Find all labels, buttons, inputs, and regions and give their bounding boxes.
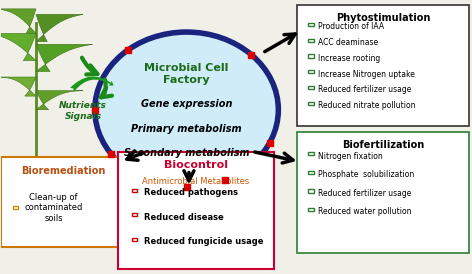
FancyBboxPatch shape xyxy=(308,86,314,89)
Ellipse shape xyxy=(95,32,278,187)
Text: Bioremediation: Bioremediation xyxy=(21,165,105,176)
Text: Biofertilization: Biofertilization xyxy=(342,140,424,150)
FancyBboxPatch shape xyxy=(132,238,137,241)
Text: Phytostimulation: Phytostimulation xyxy=(336,13,430,23)
FancyBboxPatch shape xyxy=(308,70,314,73)
Text: Reduced water pollution: Reduced water pollution xyxy=(318,207,412,216)
Text: Reduced nitrate pollution: Reduced nitrate pollution xyxy=(318,101,416,110)
Text: Reduced fertilizer usage: Reduced fertilizer usage xyxy=(318,85,412,94)
Polygon shape xyxy=(0,9,36,33)
FancyBboxPatch shape xyxy=(308,55,314,58)
Text: Nutrients
Signals: Nutrients Signals xyxy=(59,101,107,121)
FancyBboxPatch shape xyxy=(308,208,314,211)
Text: Secondary metabolism: Secondary metabolism xyxy=(124,148,249,158)
Text: Phosphate  solubilization: Phosphate solubilization xyxy=(318,170,414,179)
FancyBboxPatch shape xyxy=(118,152,274,269)
FancyBboxPatch shape xyxy=(297,132,469,253)
FancyBboxPatch shape xyxy=(308,102,314,105)
Polygon shape xyxy=(0,77,36,96)
Text: Reduced disease: Reduced disease xyxy=(144,213,224,222)
FancyBboxPatch shape xyxy=(0,158,126,247)
Text: Reduced pathogens: Reduced pathogens xyxy=(144,189,238,197)
Text: Increase rooting: Increase rooting xyxy=(318,54,380,63)
FancyBboxPatch shape xyxy=(297,5,469,126)
FancyBboxPatch shape xyxy=(308,171,314,174)
Text: Microbial Cell
Factory: Microbial Cell Factory xyxy=(144,64,229,85)
Text: Increase Nitrogen uptake: Increase Nitrogen uptake xyxy=(318,70,415,79)
FancyBboxPatch shape xyxy=(308,189,314,193)
Text: Nitrogen fixation: Nitrogen fixation xyxy=(318,152,383,161)
Text: Biocontrol: Biocontrol xyxy=(164,160,228,170)
FancyBboxPatch shape xyxy=(308,39,314,42)
FancyBboxPatch shape xyxy=(308,152,314,156)
Text: Clean-up of
contaminated
soils: Clean-up of contaminated soils xyxy=(24,193,83,223)
Polygon shape xyxy=(36,91,83,110)
Polygon shape xyxy=(0,33,36,61)
Text: Antimicrobial Metabolites: Antimicrobial Metabolites xyxy=(143,176,250,185)
FancyBboxPatch shape xyxy=(132,213,137,216)
FancyBboxPatch shape xyxy=(132,189,137,192)
Text: Reduced fertilizer usage: Reduced fertilizer usage xyxy=(318,189,412,198)
Text: Gene expression: Gene expression xyxy=(141,99,232,109)
Text: Production of IAA: Production of IAA xyxy=(318,22,385,31)
FancyBboxPatch shape xyxy=(308,23,314,26)
Polygon shape xyxy=(36,14,83,42)
Text: ACC deaminase: ACC deaminase xyxy=(318,38,379,47)
Text: Primary metabolism: Primary metabolism xyxy=(131,124,242,134)
Text: Reduced fungicide usage: Reduced fungicide usage xyxy=(144,238,264,246)
Polygon shape xyxy=(36,44,93,72)
FancyBboxPatch shape xyxy=(13,206,18,210)
